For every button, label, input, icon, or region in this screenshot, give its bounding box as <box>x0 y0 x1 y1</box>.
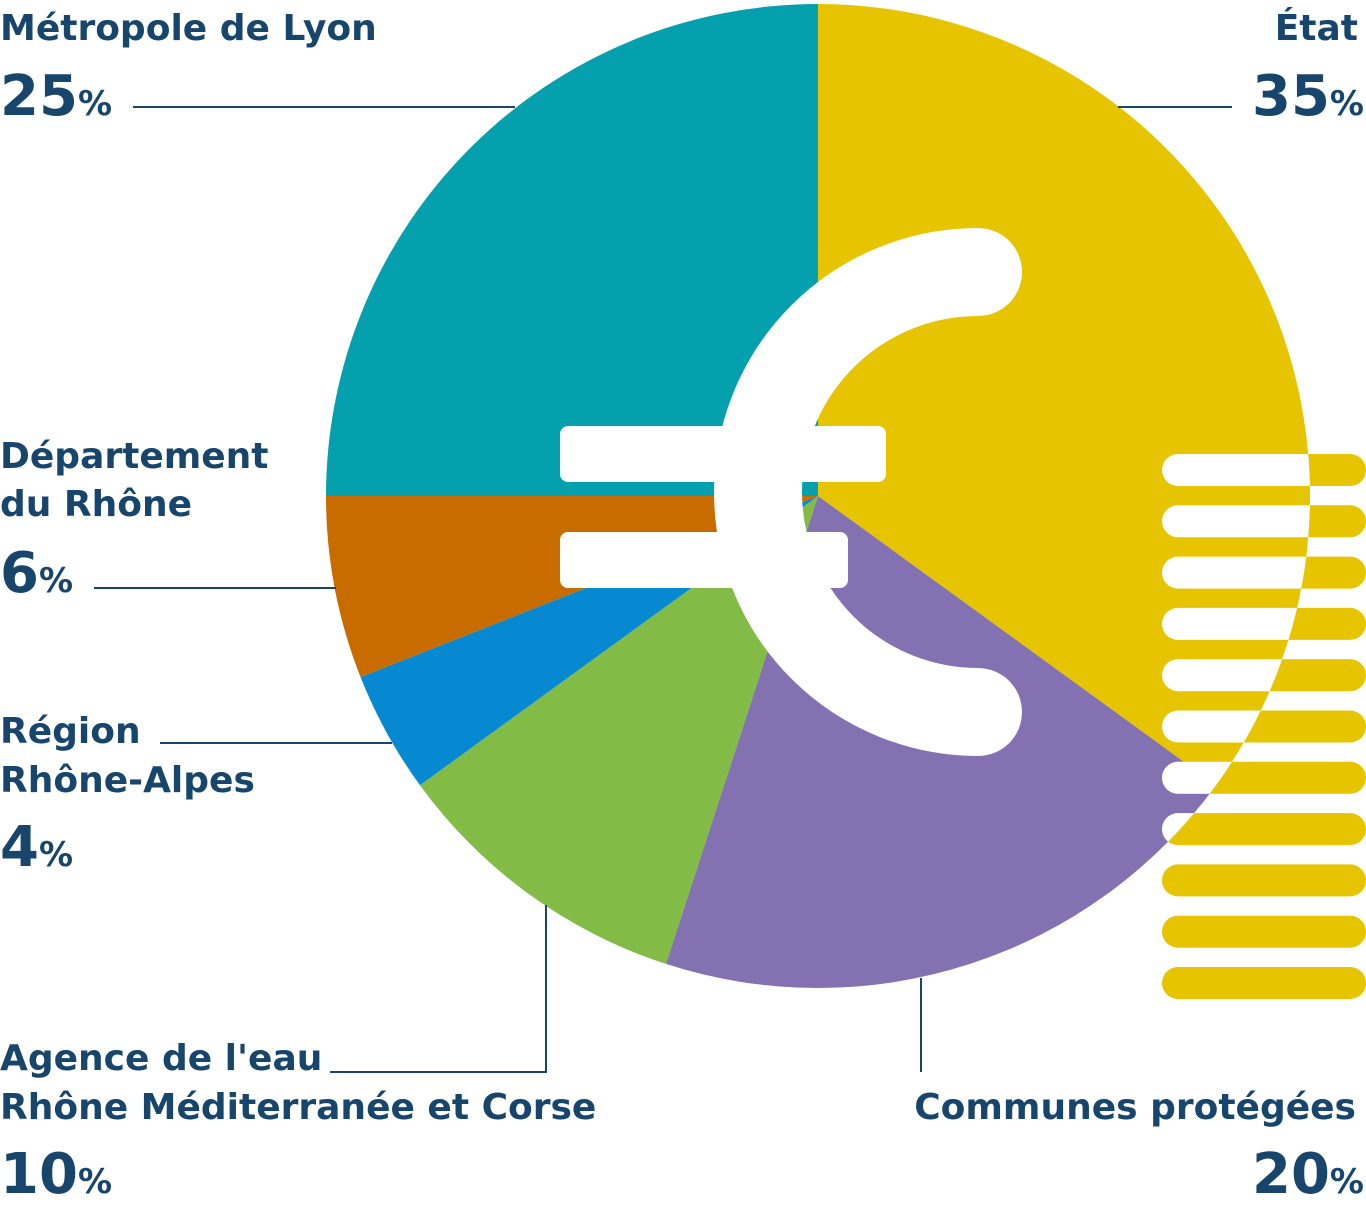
label-region-name-line1: Région <box>0 711 141 752</box>
label-agence: Agence de l'eau Rhône Méditerranée et Co… <box>0 1038 596 1207</box>
stripe-bar <box>1162 556 1310 589</box>
label-etat: État 35% <box>1252 7 1364 129</box>
label-agence-name-line2: Rhône Méditerranée et Corse <box>0 1087 596 1128</box>
label-communes: Communes protégées 20% <box>914 1087 1364 1207</box>
stripe-bar <box>1162 659 1310 692</box>
label-departement-value: 6% <box>0 541 73 606</box>
label-agence-value: 10% <box>0 1142 112 1207</box>
stripe-bar <box>1162 607 1310 640</box>
yellow-stripe-decoration <box>1162 454 1366 999</box>
label-communes-name: Communes protégées <box>914 1087 1356 1128</box>
pie-slice-0 <box>818 4 1311 786</box>
label-metropole: Métropole de Lyon 25% <box>0 8 377 129</box>
label-departement: Département du Rhône 6% <box>0 436 269 606</box>
label-region-name-line2: Rhône-Alpes <box>0 760 255 801</box>
stripe-bar <box>1162 454 1310 486</box>
pie-slices <box>326 4 1311 989</box>
leader-lines <box>94 106 1232 1073</box>
pie-slice-5 <box>326 4 818 496</box>
pie-slice-2 <box>419 496 818 964</box>
label-etat-name: État <box>1275 7 1358 49</box>
stripe-bar <box>1162 967 1366 999</box>
leader-agence <box>330 905 547 1073</box>
euro-icon <box>560 228 1022 756</box>
stripe-bar <box>1162 915 1366 948</box>
label-agence-name-line1: Agence de l'eau <box>0 1038 322 1079</box>
label-communes-value: 20% <box>1252 1142 1364 1207</box>
stripe-bar <box>1162 864 1366 897</box>
stripe-bar <box>1162 813 1366 846</box>
label-region: Région Rhône-Alpes 4% <box>0 711 255 880</box>
label-etat-value: 35% <box>1252 64 1364 129</box>
stripe-bar <box>1162 505 1310 538</box>
label-departement-name-line2: du Rhône <box>0 484 192 525</box>
label-departement-name-line1: Département <box>0 436 269 477</box>
label-metropole-value: 25% <box>0 64 112 129</box>
label-region-value: 4% <box>0 815 73 880</box>
label-metropole-name: Métropole de Lyon <box>0 8 377 49</box>
